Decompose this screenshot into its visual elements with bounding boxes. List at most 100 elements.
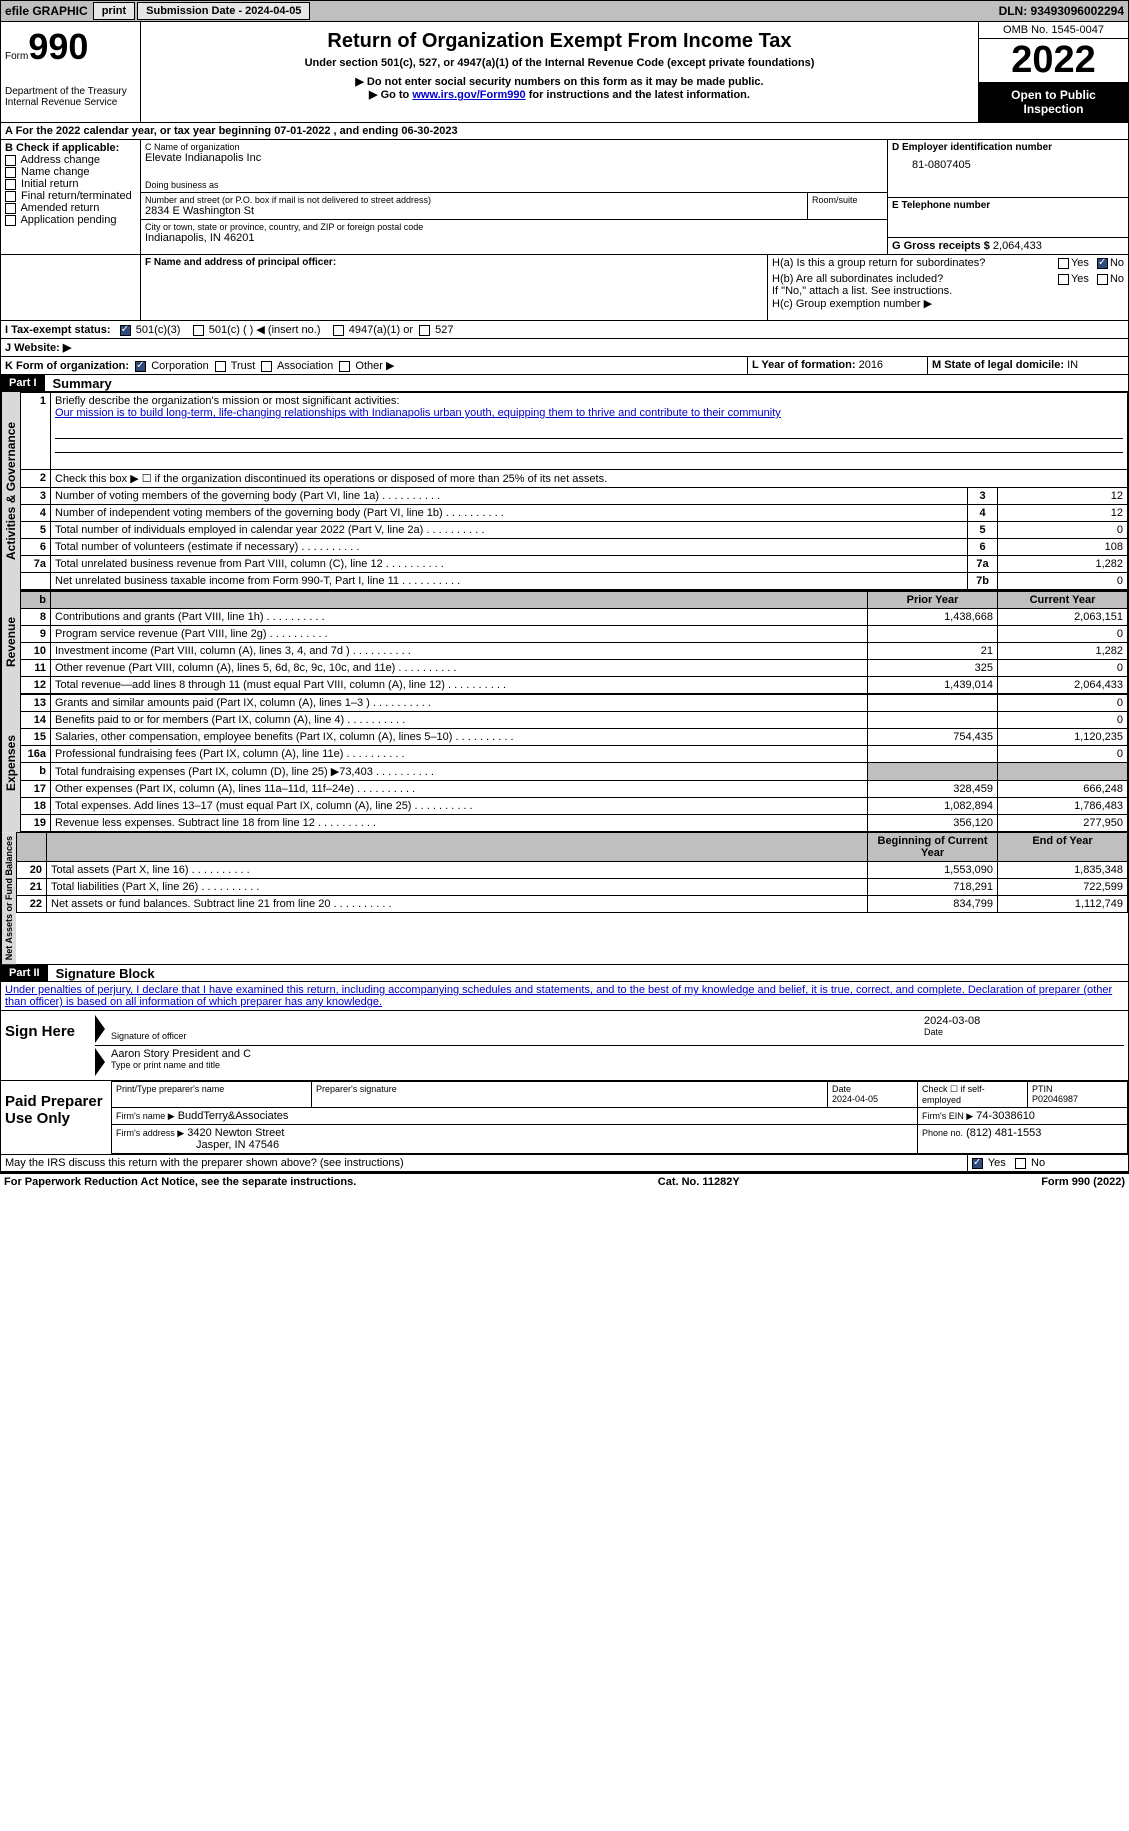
yes-text-2: Yes xyxy=(1071,273,1089,285)
q2-label: Check this box ▶ ☐ if the organization d… xyxy=(51,470,1128,488)
vert-expenses: Expenses xyxy=(1,694,20,832)
section-i: I Tax-exempt status: 501(c)(3) 501(c) ( … xyxy=(0,321,1129,339)
part2-badge: Part II xyxy=(1,965,48,981)
hb-no-checkbox[interactable] xyxy=(1097,274,1108,285)
decl-text: Under penalties of perjury, I declare th… xyxy=(5,984,1112,1008)
summary-row: 5Total number of individuals employed in… xyxy=(21,522,1128,539)
b-checkbox[interactable] xyxy=(5,155,16,166)
footer: For Paperwork Reduction Act Notice, see … xyxy=(0,1172,1129,1190)
b-checkbox[interactable] xyxy=(5,191,16,202)
sig-officer-label: Signature of officer xyxy=(111,1031,924,1041)
room-label: Room/suite xyxy=(807,193,887,219)
ha-yes-checkbox[interactable] xyxy=(1058,258,1069,269)
m-value: IN xyxy=(1067,359,1078,371)
trust-text: Trust xyxy=(231,360,256,372)
hb-yes-checkbox[interactable] xyxy=(1058,274,1069,285)
street-label: Number and street (or P.O. box if mail i… xyxy=(145,195,803,205)
501c-checkbox[interactable] xyxy=(193,325,204,336)
phone-label: Phone no. xyxy=(922,1128,963,1138)
inst2-pre: ▶ Go to xyxy=(369,89,412,101)
form-header: Form990 Department of the Treasury Inter… xyxy=(0,22,1129,123)
current-year-hdr: Current Year xyxy=(998,591,1128,609)
self-employed-check: Check ☐ if self-employed xyxy=(918,1082,1028,1108)
open-public: Open to Public Inspection xyxy=(979,82,1128,122)
name-label: Type or print name and title xyxy=(111,1060,1124,1070)
summary-row: 12Total revenue—add lines 8 through 11 (… xyxy=(21,677,1128,694)
summary-row: 20Total assets (Part X, line 16) 1,553,0… xyxy=(17,862,1128,879)
summary-row: 11Other revenue (Part VIII, column (A), … xyxy=(21,660,1128,677)
assoc-text: Association xyxy=(277,360,333,372)
arrow-icon xyxy=(95,1015,105,1043)
corp-checkbox[interactable] xyxy=(135,361,146,372)
q1-label: Briefly describe the organization's miss… xyxy=(55,395,399,407)
vert-activities: Activities & Governance xyxy=(1,392,20,590)
b-item: Initial return xyxy=(5,178,136,190)
may-no: No xyxy=(1031,1157,1045,1169)
inst2-post: for instructions and the latest informat… xyxy=(526,89,750,101)
summary-row: 7aTotal unrelated business revenue from … xyxy=(21,556,1128,573)
other-checkbox[interactable] xyxy=(339,361,350,372)
h-note: If "No," attach a list. See instructions… xyxy=(772,285,1124,297)
527-checkbox[interactable] xyxy=(419,325,430,336)
sig-date-value: 2024-03-08 xyxy=(924,1015,1124,1027)
501c-text: 501(c) ( ) ◀ (insert no.) xyxy=(209,324,321,336)
b-label: B Check if applicable: xyxy=(5,142,136,154)
ha-label: H(a) Is this a group return for subordin… xyxy=(772,257,1058,269)
ptin-label: PTIN xyxy=(1032,1084,1053,1094)
b-item: Amended return xyxy=(5,202,136,214)
print-button[interactable]: print xyxy=(93,2,135,20)
sign-here-label: Sign Here xyxy=(1,1011,91,1080)
corp-text: Corporation xyxy=(151,360,208,372)
501c3-checkbox[interactable] xyxy=(120,325,131,336)
officer-name: Aaron Story President and C xyxy=(111,1048,1124,1060)
instruction-1: ▶ Do not enter social security numbers o… xyxy=(145,75,974,88)
b-checkbox[interactable] xyxy=(5,167,16,178)
summary-row: 10Investment income (Part VIII, column (… xyxy=(21,643,1128,660)
summary-row: 18Total expenses. Add lines 13–17 (must … xyxy=(21,798,1128,815)
summary-row: 9Program service revenue (Part VIII, lin… xyxy=(21,626,1128,643)
sig-date-label: Date xyxy=(924,1027,1124,1037)
prep-date-value: 2024-04-05 xyxy=(832,1094,878,1104)
b-checkbox[interactable] xyxy=(5,215,16,226)
ein-value: 81-0807405 xyxy=(892,153,1124,171)
dln-label: DLN: 93493096002294 xyxy=(995,4,1128,18)
dept-treasury: Department of the Treasury xyxy=(5,86,136,97)
no-text: No xyxy=(1110,257,1124,269)
vert-netassets: Net Assets or Fund Balances xyxy=(1,832,16,964)
summary-row: 4Number of independent voting members of… xyxy=(21,505,1128,522)
submission-date: Submission Date - 2024-04-05 xyxy=(137,2,310,20)
i-label: I Tax-exempt status: xyxy=(5,324,111,336)
part2-header: Part II Signature Block xyxy=(0,965,1129,982)
c-name-label: C Name of organization xyxy=(145,142,883,152)
top-bar: efile GRAPHIC print Submission Date - 20… xyxy=(0,0,1129,22)
trust-checkbox[interactable] xyxy=(215,361,226,372)
irs-link[interactable]: www.irs.gov/Form990 xyxy=(412,89,525,101)
4947-checkbox[interactable] xyxy=(333,325,344,336)
summary-row: Net unrelated business taxable income fr… xyxy=(21,573,1128,590)
summary-row: bTotal fundraising expenses (Part IX, co… xyxy=(21,763,1128,781)
b-checkbox[interactable] xyxy=(5,203,16,214)
b-item: Final return/terminated xyxy=(5,190,136,202)
may-irs-yes-checkbox[interactable] xyxy=(972,1158,983,1169)
no-text-2: No xyxy=(1110,273,1124,285)
b-item: Address change xyxy=(5,154,136,166)
b-checkbox[interactable] xyxy=(5,179,16,190)
d-ein-label: D Employer identification number xyxy=(892,142,1124,153)
section-bcd: B Check if applicable: Address change Na… xyxy=(0,140,1129,255)
perjury-declaration: Under penalties of perjury, I declare th… xyxy=(0,982,1129,1011)
hc-label: H(c) Group exemption number ▶ xyxy=(772,297,1124,310)
yes-text: Yes xyxy=(1071,257,1089,269)
firm-addr-label: Firm's address ▶ xyxy=(116,1128,184,1138)
org-name: Elevate Indianapolis Inc xyxy=(145,152,883,164)
firm-name-label: Firm's name ▶ xyxy=(116,1111,175,1121)
summary-row: 13Grants and similar amounts paid (Part … xyxy=(21,695,1128,712)
ha-no-checkbox[interactable] xyxy=(1097,258,1108,269)
assoc-checkbox[interactable] xyxy=(261,361,272,372)
firm-ein-label: Firm's EIN ▶ xyxy=(922,1111,973,1121)
summary-row: 8Contributions and grants (Part VIII, li… xyxy=(21,609,1128,626)
firm-addr2: Jasper, IN 47546 xyxy=(116,1139,279,1151)
efile-label: efile GRAPHIC xyxy=(1,4,92,18)
firm-ein: 74-3038610 xyxy=(976,1110,1035,1122)
may-irs-no-checkbox[interactable] xyxy=(1015,1158,1026,1169)
firm-addr1: 3420 Newton Street xyxy=(187,1127,284,1139)
